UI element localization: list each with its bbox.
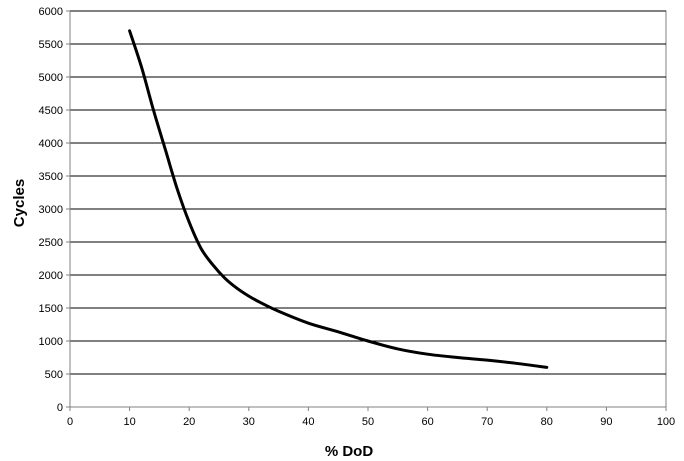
x-tick-label: 100 — [657, 416, 675, 428]
data-point — [367, 340, 370, 343]
axes — [66, 10, 667, 411]
data-point — [152, 109, 155, 112]
data-point — [247, 295, 250, 298]
data-point — [259, 301, 262, 304]
series-layer — [128, 29, 549, 369]
data-point — [200, 247, 203, 250]
data-point — [337, 330, 340, 333]
data-point — [456, 356, 459, 359]
tick-labels: 0500100015002000250030003500400045005000… — [39, 6, 676, 428]
data-point — [516, 362, 519, 365]
y-tick-label: 5000 — [39, 72, 63, 84]
y-tick-label: 5500 — [39, 39, 63, 51]
x-tick-label: 60 — [421, 416, 433, 428]
y-axis-title: Cycles — [11, 179, 28, 227]
y-tick-label: 2000 — [39, 270, 63, 282]
y-tick-label: 2500 — [39, 237, 63, 249]
data-point — [426, 353, 429, 356]
y-tick-label: 500 — [45, 369, 63, 381]
x-tick-label: 80 — [541, 416, 553, 428]
data-point — [486, 359, 489, 362]
data-point — [235, 287, 238, 290]
data-point — [164, 148, 167, 151]
x-tick-label: 10 — [123, 416, 135, 428]
y-tick-label: 1500 — [39, 303, 63, 315]
x-tick-label: 30 — [243, 416, 255, 428]
y-tick-label: 4000 — [39, 138, 63, 150]
y-tick-label: 4500 — [39, 105, 63, 117]
x-tick-label: 0 — [67, 416, 73, 428]
data-point — [396, 347, 399, 350]
x-axis-title: % DoD — [325, 443, 374, 460]
y-tick-label: 3000 — [39, 204, 63, 216]
data-point — [307, 322, 310, 325]
x-tick-label: 40 — [302, 416, 314, 428]
data-point — [223, 277, 226, 280]
y-tick-label: 1000 — [39, 336, 63, 348]
x-tick-label: 90 — [600, 416, 612, 428]
y-tick-label: 3500 — [39, 171, 63, 183]
y-tick-label: 6000 — [39, 6, 63, 18]
data-point — [277, 310, 280, 313]
data-point — [140, 66, 143, 69]
data-point — [188, 221, 191, 224]
y-tick-label: 0 — [57, 402, 63, 414]
series-line-0 — [128, 29, 549, 369]
data-point — [545, 366, 548, 369]
x-tick-label: 50 — [362, 416, 374, 428]
x-tick-label: 70 — [481, 416, 493, 428]
data-point — [212, 264, 215, 267]
x-tick-label: 20 — [183, 416, 195, 428]
data-point — [128, 29, 131, 32]
data-point — [176, 188, 179, 191]
gridlines — [70, 10, 666, 375]
